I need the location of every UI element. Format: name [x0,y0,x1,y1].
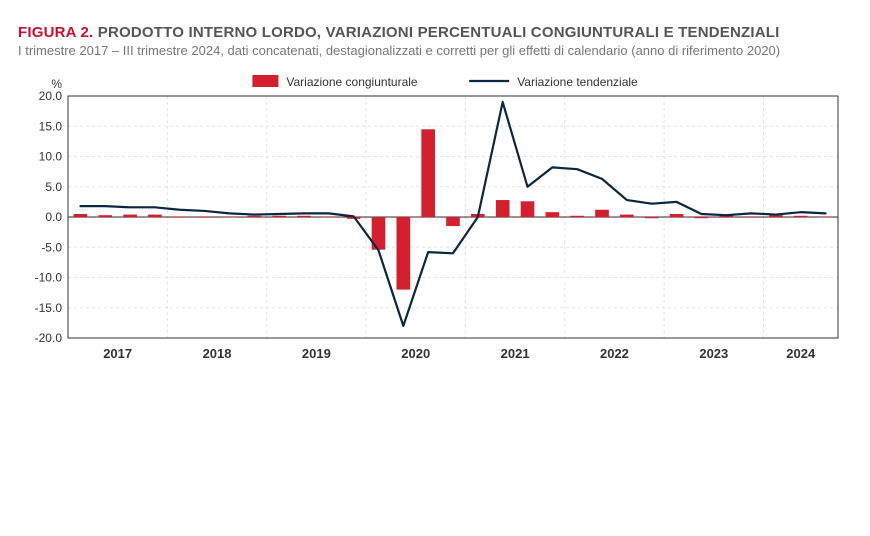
svg-text:2018: 2018 [203,346,232,361]
bar [223,217,237,218]
svg-text:-5.0: -5.0 [41,240,62,254]
svg-text:0.0: 0.0 [45,210,62,224]
bar [819,217,833,218]
svg-text:15.0: 15.0 [39,119,63,133]
gdp-chart-svg: -20.0 -15.0 -10.0 -5.0 0.0 5.0 10.0 15.0 20.0 201… [18,68,852,368]
svg-text:10.0: 10.0 [39,150,63,164]
bar [695,217,709,218]
svg-text:2019: 2019 [302,346,331,361]
gdp-chart: -20.0 -15.0 -10.0 -5.0 0.0 5.0 10.0 15.0 20.0 201… [18,68,852,368]
figure-title: FIGURA 2. PRODOTTO INTERNO LORDO, VARIAZ… [18,24,852,41]
bar [148,215,162,217]
svg-text:%: % [51,77,62,91]
svg-text:2022: 2022 [600,346,629,361]
bar [446,217,460,226]
bar [322,217,336,218]
bar [272,216,286,217]
svg-text:2017: 2017 [103,346,132,361]
bar [744,216,758,217]
bar [521,201,535,217]
bar [173,216,187,217]
svg-text:2023: 2023 [699,346,728,361]
figure-subtitle: I trimestre 2017 – III trimestre 2024, d… [18,43,852,58]
bar [123,215,137,217]
bar [198,216,212,217]
svg-text:-15.0: -15.0 [35,301,63,315]
svg-text:-10.0: -10.0 [35,271,63,285]
bar [98,215,112,217]
figure-label: FIGURA 2. [18,24,93,41]
bar [421,129,435,217]
bar [247,216,261,217]
legend-label-bar: Variazione congiunturale [286,75,418,89]
bar [396,217,410,290]
legend-swatch-bar [252,75,278,87]
svg-text:-20.0: -20.0 [35,331,63,345]
bar [74,214,88,217]
bar [570,216,584,217]
figure-title-rest: PRODOTTO INTERNO LORDO, VARIAZIONI PERCE… [93,24,779,41]
svg-text:20.0: 20.0 [39,89,63,103]
svg-text:2021: 2021 [501,346,530,361]
bar [546,212,560,217]
bar [794,216,808,217]
bar [670,214,684,217]
svg-text:2020: 2020 [401,346,430,361]
bar [645,217,659,218]
svg-text:2024: 2024 [786,346,816,361]
bar [297,216,311,217]
legend-label-line: Variazione tendenziale [517,75,638,89]
bar [620,215,634,217]
svg-text:5.0: 5.0 [45,180,62,194]
bar [496,200,510,217]
bar [595,210,609,217]
